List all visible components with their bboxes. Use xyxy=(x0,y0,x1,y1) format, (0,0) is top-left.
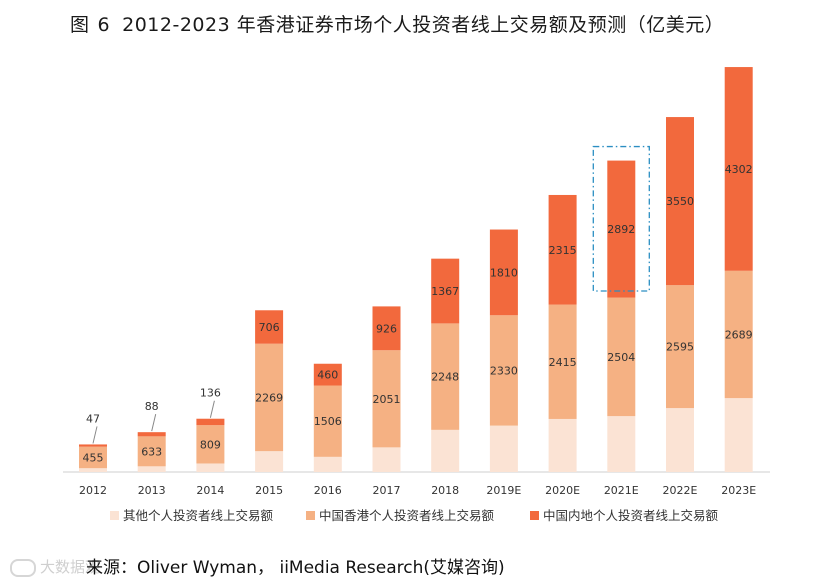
bar-hk-2021E xyxy=(607,297,636,417)
label-mainland-2020E: 2315 xyxy=(549,244,577,257)
x-tick-2014: 2014 xyxy=(196,484,224,497)
legend-label-2: 中国内地个人投资者线上交易额 xyxy=(543,508,719,523)
bar-hk-2013 xyxy=(137,436,166,467)
x-tick-2015: 2015 xyxy=(255,484,283,497)
label-hk-2014: 809 xyxy=(200,438,221,451)
x-tick-2012: 2012 xyxy=(79,484,107,497)
bar-other-2019E xyxy=(489,425,518,472)
label-hk-2019E: 2330 xyxy=(490,364,518,377)
bar-other-2022E xyxy=(666,408,694,472)
x-tick-2023E: 2023E xyxy=(721,484,756,497)
bar-other-2012 xyxy=(79,468,107,472)
bar-other-2023E xyxy=(724,398,753,472)
bar-hk-2014 xyxy=(196,425,225,464)
bar-other-2018 xyxy=(431,429,460,472)
bar-hk-2023E xyxy=(724,270,753,399)
bar-hk-2018 xyxy=(431,323,460,430)
bar-hk-2022E xyxy=(666,285,694,409)
label-mainland-2018: 1367 xyxy=(431,285,459,298)
legend-label-1: 中国香港个人投资者线上交易额 xyxy=(319,508,495,523)
label-hk-2018: 2248 xyxy=(431,371,459,384)
label-mainland-2014: 136 xyxy=(200,387,221,400)
bar-hk-2016 xyxy=(313,385,342,457)
highlight-box-2021E xyxy=(592,145,650,292)
bar-mainland-2019E xyxy=(489,229,518,316)
bar-other-2020E xyxy=(548,418,577,472)
watermark: 大数据观 xyxy=(10,556,100,577)
x-tick-2018: 2018 xyxy=(431,484,459,497)
figure-label: 图 xyxy=(70,14,90,36)
x-tick-2022E: 2022E xyxy=(663,484,698,497)
bar-hk-2020E xyxy=(548,304,577,419)
label-hk-2016: 1506 xyxy=(314,415,342,428)
label-hk-2023E: 2689 xyxy=(725,328,753,341)
leader-line-2012 xyxy=(92,426,98,444)
x-tick-2020E: 2020E xyxy=(545,484,580,497)
label-hk-2013: 633 xyxy=(141,445,162,458)
bar-mainland-2012 xyxy=(79,444,107,447)
bar-mainland-2023E xyxy=(724,67,753,271)
bar-mainland-2017 xyxy=(372,306,401,351)
source-note: 来源：Oliver Wyman， iiMedia Research(艾媒咨询) xyxy=(86,558,505,578)
legend-swatch-0 xyxy=(110,511,119,520)
label-mainland-2019E: 1810 xyxy=(490,266,518,279)
bar-other-2014 xyxy=(196,463,225,472)
label-mainland-2016: 460 xyxy=(317,369,338,382)
label-hk-2020E: 2415 xyxy=(549,356,577,369)
label-hk-2022E: 2595 xyxy=(666,341,694,354)
label-mainland-2023E: 4302 xyxy=(725,163,753,176)
label-mainland-2021E: 2892 xyxy=(607,223,635,236)
bar-mainland-2013 xyxy=(137,432,166,437)
bar-mainland-2021E xyxy=(607,160,636,298)
watermark-text: 大数据观 xyxy=(40,558,101,576)
label-hk-2012: 455 xyxy=(83,451,104,464)
x-tick-2021E: 2021E xyxy=(604,484,639,497)
legend-swatch-1 xyxy=(306,511,315,520)
legend-swatch-2 xyxy=(530,511,539,520)
bar-mainland-2016 xyxy=(313,363,342,386)
x-tick-2013: 2013 xyxy=(138,484,166,497)
title-text: 2012-2023 年香港证券市场个人投资者线上交易额及预测（亿美元） xyxy=(122,14,725,36)
bar-mainland-2014 xyxy=(196,418,225,426)
label-mainland-2013: 88 xyxy=(145,400,159,413)
label-mainland-2022E: 3550 xyxy=(666,195,694,208)
label-mainland-2017: 926 xyxy=(376,322,397,335)
bar-hk-2017 xyxy=(372,350,401,448)
bar-other-2016 xyxy=(313,456,342,472)
label-mainland-2015: 706 xyxy=(259,321,280,334)
bar-mainland-2015 xyxy=(255,310,284,344)
bar-other-2021E xyxy=(607,416,636,472)
leader-line-2013 xyxy=(151,414,157,432)
x-tick-2017: 2017 xyxy=(373,484,401,497)
bar-other-2017 xyxy=(372,447,401,472)
bar-mainland-2022E xyxy=(666,117,694,286)
bar-other-2015 xyxy=(255,451,284,472)
watermark-logo-icon xyxy=(10,558,36,577)
figure-number: 6 xyxy=(97,14,111,36)
bar-hk-2012 xyxy=(79,446,107,469)
bar-other-2013 xyxy=(137,466,166,472)
bar-mainland-2018 xyxy=(431,258,460,324)
label-hk-2017: 2051 xyxy=(373,393,401,406)
bar-mainland-2020E xyxy=(548,194,577,305)
x-tick-2016: 2016 xyxy=(314,484,342,497)
chart-title: 图 6 2012-2023 年香港证券市场个人投资者线上交易额及预测（亿美元） xyxy=(70,10,724,37)
label-mainland-2012: 47 xyxy=(86,412,100,425)
leader-line-2014 xyxy=(209,400,215,418)
bar-hk-2015 xyxy=(255,343,284,452)
legend-label-0: 其他个人投资者线上交易额 xyxy=(123,508,274,523)
label-hk-2015: 2269 xyxy=(255,391,283,404)
bar-hk-2019E xyxy=(489,315,518,426)
x-tick-2019E: 2019E xyxy=(486,484,521,497)
label-hk-2021E: 2504 xyxy=(607,351,635,364)
